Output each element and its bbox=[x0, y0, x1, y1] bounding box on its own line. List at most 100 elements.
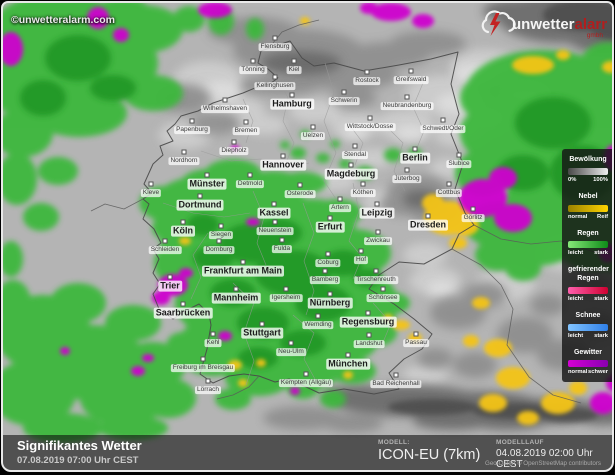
legend-section-title: Nebel bbox=[578, 192, 598, 200]
legend-color-bar bbox=[568, 360, 608, 368]
city-label: Schwedt/Oder bbox=[420, 125, 466, 133]
city-marker bbox=[303, 371, 309, 377]
legend-section-title: Gewitter bbox=[573, 348, 602, 356]
city-label: Dortmund bbox=[176, 199, 224, 211]
city-label: Zwickau bbox=[364, 237, 392, 245]
city-label: Görlitz bbox=[461, 214, 485, 222]
unwetteralarm-logo[interactable]: unwetteralarm gmbh bbox=[479, 7, 607, 41]
city-label: Berlin bbox=[400, 152, 430, 164]
city-label: Neuenstein bbox=[256, 227, 294, 235]
city-label: Artern bbox=[329, 204, 351, 212]
city-label: Wilhelmshaven bbox=[200, 105, 250, 113]
osm-attribution: Geo-Daten © OpenStreetMap contributors bbox=[485, 460, 601, 467]
city-label: Diepholz bbox=[219, 147, 249, 155]
city-marker bbox=[404, 94, 410, 100]
city-label: Cottbus bbox=[435, 189, 463, 197]
city-label: Kiel bbox=[286, 66, 302, 74]
city-marker bbox=[272, 35, 278, 41]
city-label: Stendal bbox=[341, 151, 369, 159]
legend-label-right: Reif bbox=[597, 213, 608, 220]
legend-section-title: Regen bbox=[577, 229, 599, 237]
city-marker bbox=[413, 331, 419, 337]
city-marker bbox=[393, 372, 399, 378]
city-marker bbox=[348, 162, 354, 168]
city-marker bbox=[167, 274, 173, 280]
city-label: Greifswald bbox=[393, 76, 429, 84]
border-dk bbox=[272, 19, 320, 44]
city-label: Fulda bbox=[271, 245, 293, 253]
border-cz-at bbox=[451, 248, 582, 404]
footer-bar: Signifikantes Wetter 07.08.2019 07:00 Uh… bbox=[3, 435, 612, 470]
city-marker bbox=[360, 181, 366, 187]
legend-scale-labels: normal schwer bbox=[568, 369, 608, 375]
city-label: Wemding bbox=[302, 321, 334, 329]
city-label: Bamberg bbox=[309, 276, 341, 284]
legend-label-right: 100% bbox=[593, 176, 608, 183]
city-marker bbox=[345, 352, 351, 358]
city-marker bbox=[233, 286, 239, 292]
page-title: Signifikantes Wetter bbox=[17, 438, 142, 453]
city-label: Nordhorn bbox=[168, 157, 200, 165]
city-label: Schwerin bbox=[328, 97, 360, 105]
city-marker bbox=[283, 286, 289, 292]
city-marker bbox=[204, 172, 210, 178]
city-marker bbox=[337, 196, 343, 202]
city-label: Kempten (Allgäu) bbox=[278, 379, 334, 387]
city-marker bbox=[231, 139, 237, 145]
logo-subtext: gmbh bbox=[587, 32, 604, 39]
city-label: Flensburg bbox=[258, 43, 292, 51]
model-label: MODELL: bbox=[378, 439, 410, 446]
city-label: Nürnberg bbox=[307, 297, 353, 309]
legend-label-left: leicht bbox=[568, 332, 584, 339]
legend-section: Gewitter normal schwer bbox=[568, 348, 608, 375]
model-run-label: MODELLLAUF bbox=[496, 439, 544, 446]
legend-section: Nebel normal Reif bbox=[568, 193, 608, 220]
legend-label-right: stark bbox=[594, 332, 608, 339]
city-marker bbox=[367, 115, 373, 121]
city-label: Kleve bbox=[140, 189, 162, 197]
city-label: Schönsee bbox=[366, 294, 400, 302]
city-marker bbox=[272, 74, 278, 80]
city-marker bbox=[189, 118, 195, 124]
legend-label-right: stark bbox=[594, 295, 608, 302]
city-label: Köthen bbox=[350, 189, 376, 197]
city-marker bbox=[291, 58, 297, 64]
city-marker bbox=[440, 117, 446, 123]
city-label: Kehl bbox=[204, 339, 222, 347]
city-marker bbox=[271, 201, 277, 207]
district-line bbox=[323, 62, 337, 200]
legend-panel: Bewölkung 0% 100% Nebel normal Reif Regen leich… bbox=[562, 149, 612, 383]
city-label: Erfurt bbox=[315, 221, 345, 233]
watermark: ©unwetteralarm.com bbox=[11, 14, 116, 26]
city-label: Tirschenreuth bbox=[354, 276, 398, 284]
city-marker bbox=[181, 149, 187, 155]
city-marker bbox=[205, 378, 211, 384]
city-label: Leipzig bbox=[359, 207, 395, 219]
city-label: Schleiden bbox=[148, 246, 182, 254]
legend-label-left: leicht bbox=[568, 250, 584, 257]
city-label: Trier bbox=[158, 280, 182, 292]
lightning-icon bbox=[490, 13, 501, 36]
border-ch bbox=[216, 375, 260, 400]
city-marker bbox=[366, 332, 372, 338]
valid-datetime: 07.08.2019 07:00 Uhr CEST bbox=[17, 455, 139, 466]
legend-color-bar bbox=[568, 241, 608, 249]
city-marker bbox=[216, 238, 222, 244]
district-line bbox=[348, 182, 363, 280]
city-label: Münster bbox=[187, 178, 227, 190]
city-label: Rostock bbox=[353, 77, 381, 85]
weather-map bbox=[3, 3, 612, 468]
city-marker bbox=[341, 89, 347, 95]
legend-color-bar bbox=[568, 323, 608, 331]
legend-label-left: 0% bbox=[568, 176, 577, 183]
city-label: Hof bbox=[353, 256, 369, 264]
legend-label-right: stark bbox=[594, 250, 608, 257]
city-marker bbox=[222, 97, 228, 103]
city-label: Igersheim bbox=[269, 294, 303, 302]
city-marker bbox=[412, 146, 418, 152]
city-label: Dornburg bbox=[203, 246, 235, 254]
legend-label-left: leicht bbox=[568, 295, 584, 302]
legend-color-bar bbox=[568, 167, 608, 175]
city-label: Neu-Ulm bbox=[276, 348, 306, 356]
